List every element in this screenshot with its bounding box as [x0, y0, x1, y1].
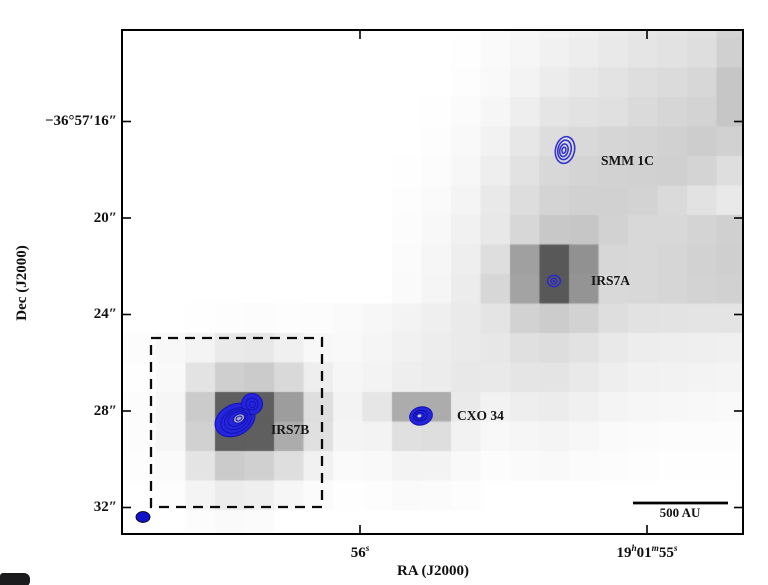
corner-chip — [0, 573, 30, 585]
ytick-28: 28″ — [93, 403, 117, 419]
y-axis-label: Dec (J2000) — [14, 245, 30, 321]
beam-ellipse — [135, 511, 151, 523]
scale-bar-label: 500 AU — [659, 505, 701, 520]
plot-frame — [121, 29, 744, 535]
contour-irs7a — [546, 274, 562, 288]
dashed-inset-box — [149, 336, 324, 509]
contour-overlay — [123, 31, 742, 533]
label-cxo34: CXO 34 — [457, 408, 504, 423]
xtick-56s: 56s — [350, 544, 370, 561]
ytick-32: 32″ — [93, 499, 117, 515]
ytick-20: 20″ — [93, 210, 117, 226]
label-irs7b: IRS7B — [271, 422, 310, 437]
tick-marks — [123, 31, 742, 533]
contour-smm1c — [554, 135, 576, 165]
label-smm1c: SMM 1C — [601, 153, 654, 168]
ytick-24: 24″ — [93, 306, 117, 322]
contour-cxo34 — [409, 406, 433, 426]
contour-irs7b — [214, 393, 263, 438]
x-axis-label: RA (J2000) — [396, 563, 470, 579]
ytick-16: −36°57′16″ — [44, 113, 117, 129]
intensity-map — [123, 31, 742, 533]
xtick-19h01m55s: 19h01m55s — [616, 544, 678, 561]
label-irs7a: IRS7A — [591, 273, 631, 288]
